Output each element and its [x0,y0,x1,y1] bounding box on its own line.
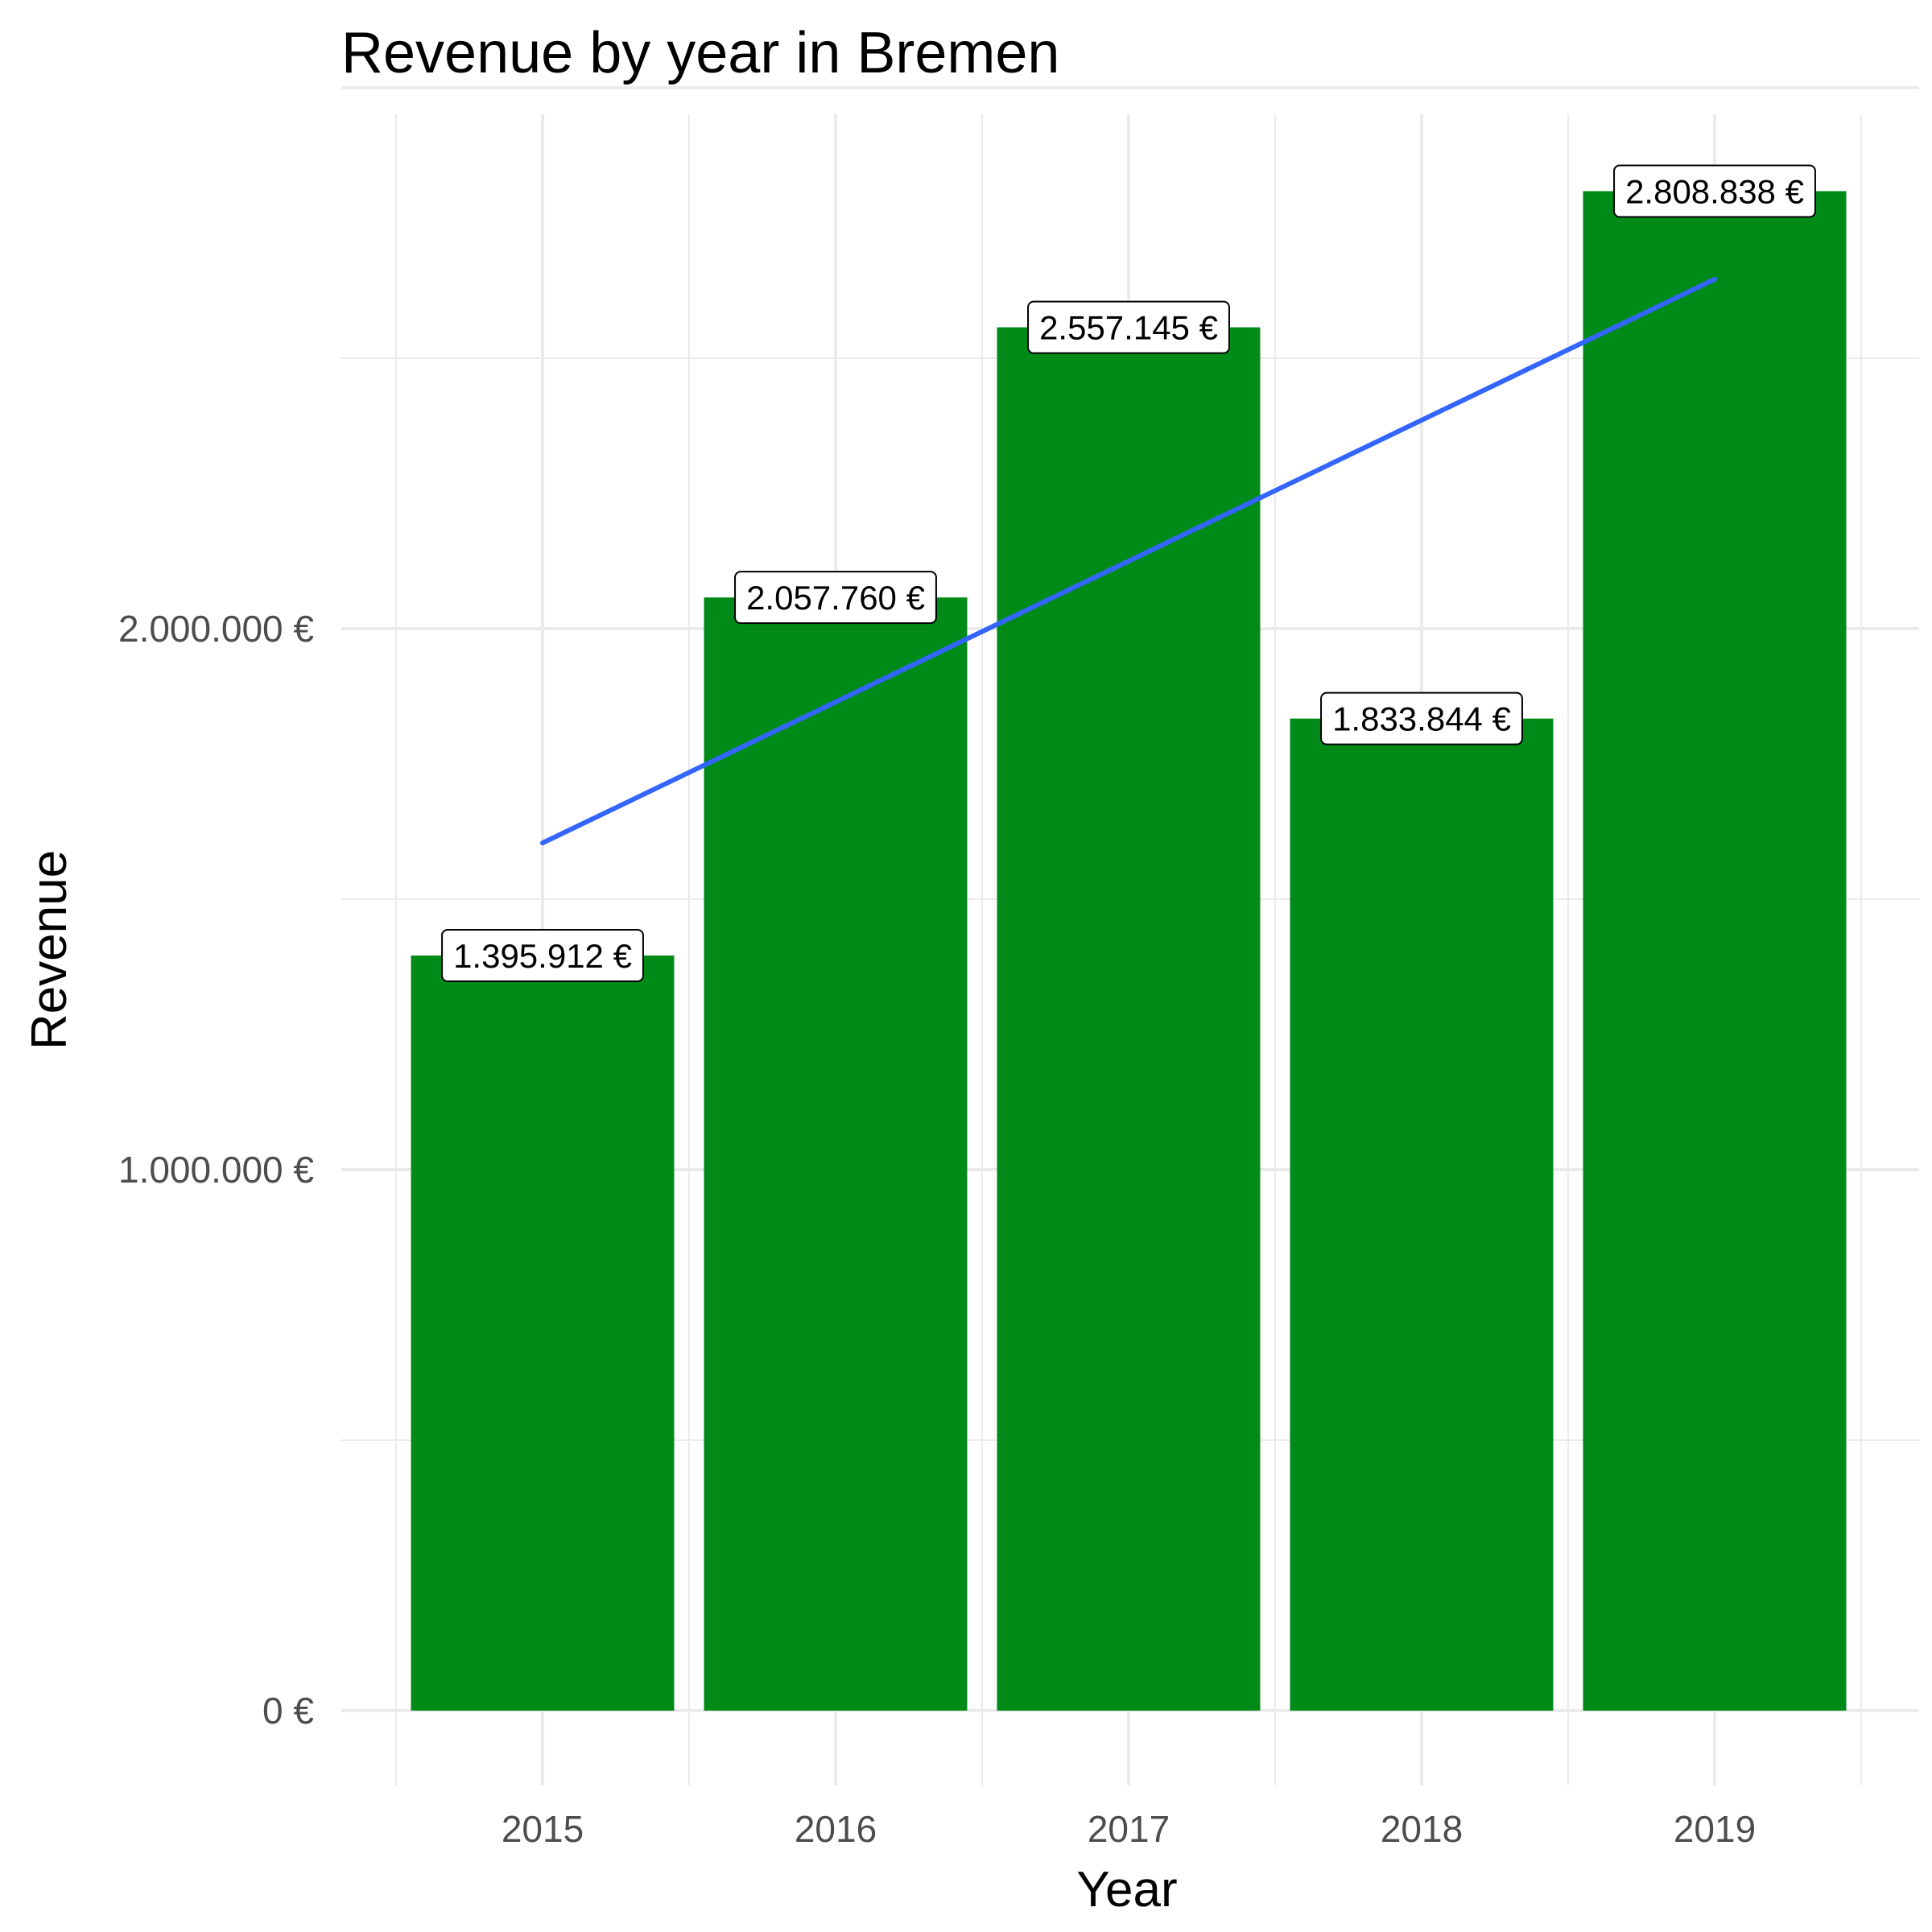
y-axis-title: Revenue [22,850,77,1050]
data-labels: 1.395.912 € 2.057.760 € 2.557.145 € 1.833.8… [441,164,1816,982]
bars [411,191,1847,1711]
data-label-2016: 2.057.760 € [734,571,937,625]
data-label-text: 1.395.912 € [453,937,632,975]
y-tick-label: 0 € [262,1690,314,1732]
data-label-2015: 1.395.912 € [441,928,644,982]
bar-2017 [997,327,1261,1711]
data-label-box [441,928,644,982]
data-label-2018: 1.833.844 € [1320,691,1523,745]
x-tick-label: 2019 [1674,1808,1756,1850]
data-label-text: 2.557.145 € [1039,309,1218,347]
x-axis-ticks: 2015 2016 2017 2018 2019 [502,1808,1756,1850]
bar-2019 [1583,191,1847,1711]
bar-2016 [704,597,968,1711]
data-label-2017: 2.557.145 € [1027,300,1230,354]
x-axis-title: Year [1076,1862,1177,1918]
y-tick-label: 2.000.000 € [118,608,314,650]
x-tick-label: 2016 [795,1808,877,1850]
bar-2015 [411,955,675,1711]
y-tick-label: 1.000.000 € [118,1149,314,1191]
chart-title: Revenue by year in Bremen [341,21,1059,85]
bar-2018 [1290,718,1554,1711]
data-label-box [734,571,937,625]
y-axis-ticks: 0 € 1.000.000 € 2.000.000 € [118,608,314,1732]
trend-line [540,276,1717,846]
x-tick-label: 2018 [1381,1808,1463,1850]
data-label-2019: 2.808.838 € [1613,164,1816,218]
data-label-box [1613,164,1816,218]
data-label-text: 2.057.760 € [746,579,925,617]
data-label-box [1320,691,1523,745]
x-tick-label: 2017 [1088,1808,1170,1850]
data-label-box [1027,300,1230,354]
data-label-text: 1.833.844 € [1332,700,1511,738]
x-tick-label: 2015 [502,1808,584,1850]
data-label-text: 2.808.838 € [1625,172,1804,210]
